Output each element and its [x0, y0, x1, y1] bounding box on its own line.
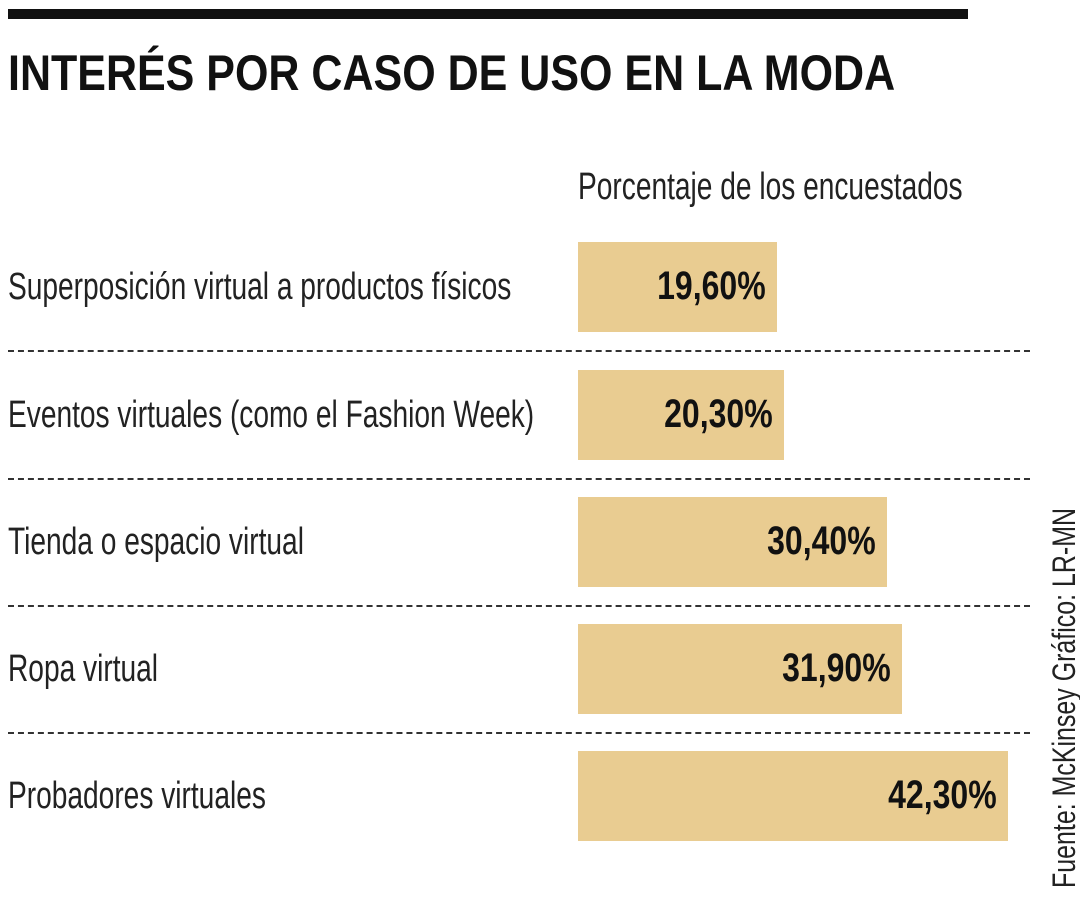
bar: [578, 497, 888, 587]
dashed-divider: [8, 478, 1030, 480]
data-label: 19,60%: [656, 264, 766, 308]
data-label: 31,90%: [781, 646, 891, 690]
bar: [578, 242, 778, 332]
category-label: Probadores virtuales: [8, 775, 266, 817]
chart-subtitle: Porcentaje de los encuestados: [578, 166, 963, 208]
chart-title: INTERÉS POR CASO DE USO EN LA MODA: [8, 45, 896, 101]
category-label: Eventos virtuales (como el Fashion Week): [8, 394, 535, 436]
bar: [578, 370, 785, 460]
data-label: 30,40%: [766, 519, 876, 563]
data-label: 42,30%: [887, 773, 997, 817]
category-label: Tienda o espacio virtual: [8, 521, 304, 563]
bar: [578, 624, 903, 714]
dashed-divider: [8, 350, 1030, 352]
category-label: Superposición virtual a productos físico…: [8, 266, 512, 308]
dashed-divider: [8, 732, 1030, 734]
category-label: Ropa virtual: [8, 648, 159, 690]
data-label: 20,30%: [663, 392, 773, 436]
title-rule: [8, 9, 968, 19]
source-credit: Fuente: McKinsey Gráfico: LR-MN: [1046, 507, 1080, 888]
dashed-divider: [8, 605, 1030, 607]
bar: [578, 751, 1009, 841]
